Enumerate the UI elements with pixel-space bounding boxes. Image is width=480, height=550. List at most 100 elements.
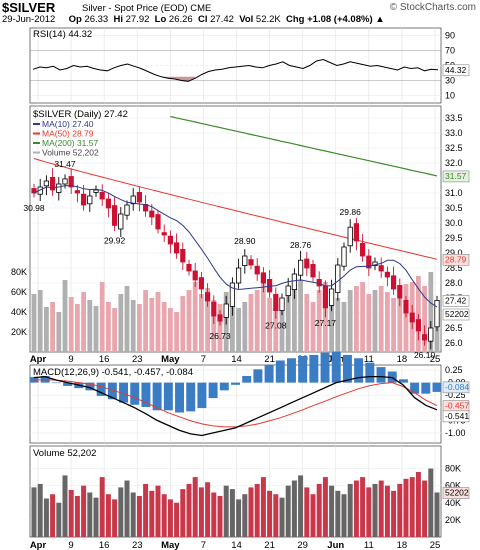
macd-histogram-bar (152, 382, 162, 411)
candle-body (254, 265, 260, 275)
candle-body (136, 191, 142, 203)
price-tick-label: 30.5 (445, 203, 463, 213)
volume-bar (415, 471, 421, 537)
volume-title: Volume 52,202 (33, 448, 96, 459)
candle-body (130, 195, 136, 205)
macd-signal-last-value: -0.457 (445, 401, 469, 411)
price-tick-label: 29.0 (445, 248, 463, 258)
volume-bar (322, 477, 328, 537)
brand-link[interactable]: © StockCharts.com (389, 2, 476, 13)
macd-last-value-box (442, 410, 470, 423)
volume-value: 52.2K (255, 14, 281, 25)
symbol-description: Silver - Spot Price (EOD) CME (82, 3, 211, 14)
price-x-label: 16 (99, 354, 110, 365)
volume-bar (155, 485, 161, 537)
price-tick-label: 33.5 (445, 113, 463, 123)
volume-tick-label: 20K (445, 515, 461, 525)
candle-body (403, 299, 409, 314)
price-volume-bar (87, 300, 93, 352)
volume-bar (198, 487, 204, 537)
price-volume-bar (112, 308, 117, 352)
macd-histogram-bar (264, 364, 274, 383)
macd-histogram-bar (63, 382, 73, 386)
candle-body (359, 242, 366, 257)
price-volume-bar (149, 298, 155, 352)
macd-histogram-bar (163, 382, 173, 411)
volume-bar (205, 482, 211, 537)
high-label: Hi (113, 14, 123, 25)
macd-hist-last-value: -0.084 (445, 382, 469, 392)
candle-body (50, 176, 56, 191)
macd-histogram-bar (119, 382, 129, 403)
ma200-last-value: 31.57 (445, 171, 467, 181)
price-volume-bar (403, 284, 409, 352)
candle-body (74, 190, 80, 194)
price-volume-bar (81, 292, 86, 352)
candle-body (62, 178, 68, 185)
macd-histogram-bar (175, 382, 185, 413)
price-volume-bar (285, 292, 291, 352)
quote-line: 29-Jun-2012 Op 26.33 Hi 27.92 Lo 26.26 C… (2, 14, 385, 25)
candle-body (409, 312, 415, 323)
price-volume-bar (44, 307, 49, 352)
price-annotation: 29.86 (340, 207, 362, 217)
volume-bar (304, 487, 310, 537)
volume-x-label: 11 (364, 540, 374, 550)
candle-body (341, 246, 347, 267)
volume-x-label: 16 (99, 540, 110, 550)
price-annotation: 27.08 (265, 321, 287, 331)
macd-histogram-bar (298, 356, 308, 383)
rsi-oversold-fill (181, 76, 189, 82)
macd-histogram-bar (320, 352, 330, 383)
macd-last-value: -0.541 (445, 411, 469, 421)
volume-overlay-tick: 60K (11, 287, 27, 297)
price-volume-bar (130, 300, 136, 352)
candle-body (248, 259, 254, 266)
price-volume-bar (298, 280, 303, 352)
price-volume-bar (192, 282, 198, 352)
candle-body (198, 277, 204, 290)
volume-bar (149, 490, 155, 537)
macd-line (33, 375, 438, 437)
rsi-tick-label: 70 (445, 46, 455, 56)
price-x-label: 14 (231, 354, 242, 365)
macd-hist-last-value-box (442, 381, 470, 394)
price-tick-label: 32.0 (445, 158, 463, 168)
macd-histogram-bar (275, 360, 285, 383)
price-annotation: 29.92 (104, 235, 126, 245)
volume-bar (192, 477, 198, 537)
price-panel-frame (29, 105, 442, 353)
price-volume-bar (242, 302, 248, 352)
volume-bar (366, 487, 372, 537)
rsi-title: RSI(14) 44.32 (33, 29, 92, 40)
candle-body (279, 297, 285, 312)
volume-bar (267, 490, 273, 537)
macd-title: MACD(12,26,9) -0.541, -0.457, -0.084 (33, 367, 193, 378)
price-volume-bar (50, 302, 55, 352)
price-volume-bar (391, 298, 396, 352)
volume-bar (31, 487, 37, 537)
price-volume-bar (248, 294, 254, 352)
price-last-value: 27.42 (445, 295, 467, 305)
price-volume-bar (62, 280, 68, 352)
volume-bar (254, 483, 260, 537)
candle-body (304, 258, 310, 269)
volume-bar (229, 489, 235, 537)
candle-body (421, 334, 428, 341)
volume-bar (403, 478, 409, 537)
price-volume-bar (254, 290, 260, 352)
volume-bar (242, 494, 248, 537)
ma200-line (170, 115, 438, 177)
volume-bar (285, 485, 291, 537)
volume-bar (335, 490, 341, 537)
candle-body (81, 193, 87, 206)
price-volume-bar (205, 288, 210, 352)
price-annotation: 28.76 (290, 240, 312, 250)
volume-bar (409, 477, 415, 537)
volume-bar (130, 492, 136, 537)
price-tick-label: 26.5 (445, 323, 463, 333)
volume-bar (99, 477, 105, 537)
symbol-title: $SILVER (2, 0, 56, 15)
volume-tick-label: 60K (445, 481, 461, 491)
candle-body (434, 299, 440, 328)
